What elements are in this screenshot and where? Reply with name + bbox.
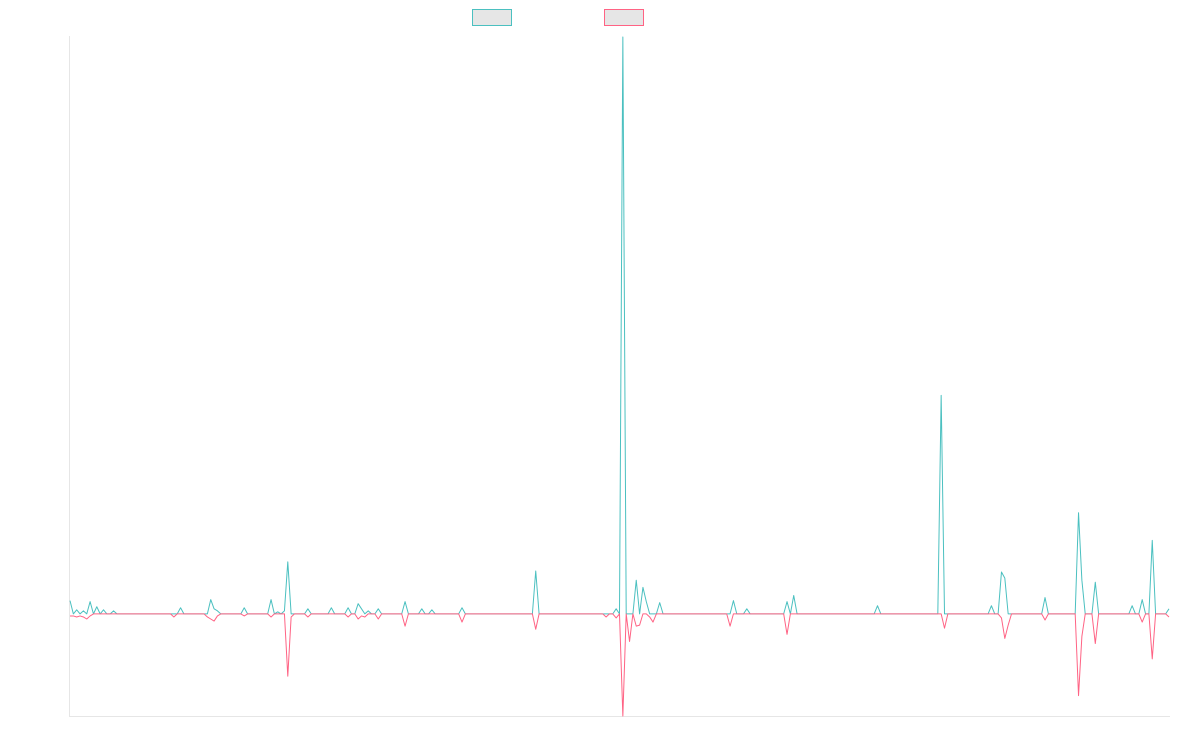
legend[interactable] xyxy=(472,9,644,26)
series-line-2 xyxy=(70,613,1170,717)
legend-swatch-series-1[interactable] xyxy=(472,9,512,26)
legend-swatch-series-2[interactable] xyxy=(604,9,644,26)
series-layer xyxy=(69,36,1170,717)
series-line-1 xyxy=(69,36,1170,615)
